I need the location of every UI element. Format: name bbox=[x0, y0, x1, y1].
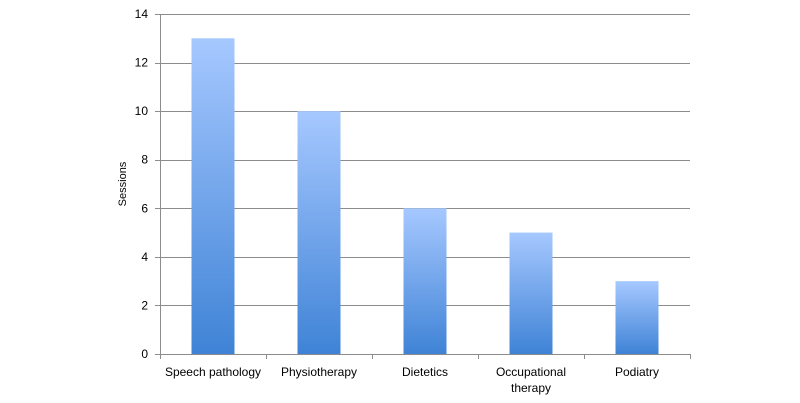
axes bbox=[155, 14, 691, 359]
y-tick-label: 8 bbox=[141, 153, 148, 167]
x-tick-label: Dietetics bbox=[402, 365, 448, 379]
y-tick-label: 0 bbox=[141, 347, 148, 361]
y-tick-label: 6 bbox=[141, 201, 148, 215]
x-tick-label: Speech pathology bbox=[165, 365, 261, 379]
bars bbox=[191, 38, 659, 355]
bar bbox=[615, 281, 659, 354]
x-tick-label: Physiotherapy bbox=[281, 365, 357, 379]
y-tick-label: 4 bbox=[141, 250, 148, 264]
x-tick-label: Occupational therapy bbox=[496, 365, 566, 395]
bar bbox=[509, 232, 553, 354]
y-axis-title: Sessions bbox=[117, 161, 129, 206]
y-tick-label: 10 bbox=[135, 104, 149, 118]
bar bbox=[191, 38, 235, 355]
bar bbox=[297, 111, 341, 355]
bar bbox=[403, 208, 447, 354]
tick-labels: 0 2 4 6 8 10 12 14 Speech pathology Physiotherapy… bbox=[135, 7, 659, 395]
y-tick-label: 12 bbox=[135, 56, 149, 70]
y-tick-label: 2 bbox=[141, 298, 148, 312]
y-tick-label: 14 bbox=[135, 7, 149, 21]
x-tick-label: Podiatry bbox=[615, 365, 659, 379]
